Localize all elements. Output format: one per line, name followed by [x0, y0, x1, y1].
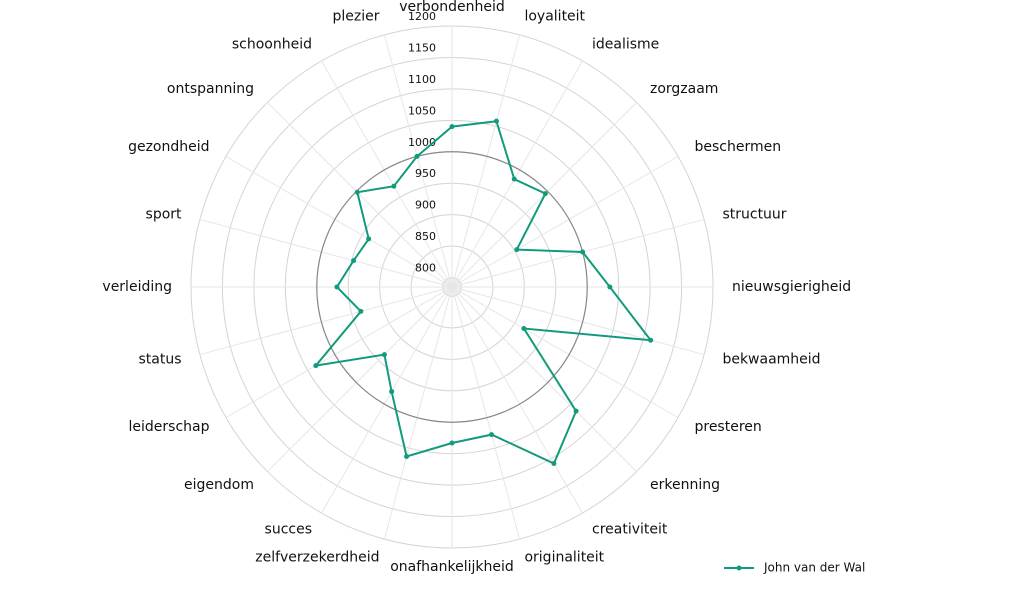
- spoke: [267, 102, 453, 288]
- spoke: [451, 60, 583, 288]
- category-label: originaliteit: [524, 549, 604, 565]
- spoke: [225, 286, 453, 418]
- legend-marker: [736, 565, 742, 571]
- point: [334, 284, 340, 290]
- series-line: [313, 120, 653, 465]
- category-label: onafhankelijkheid: [390, 559, 514, 575]
- legend-label: John van der Wal: [763, 561, 865, 575]
- point: [389, 389, 395, 395]
- r-tick-label: 900: [415, 199, 436, 212]
- spoke: [451, 286, 583, 514]
- category-label: gezondheid: [128, 139, 209, 155]
- category-label: structuur: [722, 207, 786, 223]
- spoke: [199, 218, 453, 288]
- category-label: zelfverzekerdheid: [255, 549, 379, 565]
- category-label: plezier: [333, 9, 380, 25]
- category-label: nieuwsgierigheid: [732, 279, 851, 295]
- spoke: [451, 286, 637, 472]
- spoke: [267, 286, 453, 472]
- category-label: bekwaamheid: [722, 351, 820, 367]
- category-label: status: [139, 351, 182, 367]
- point: [493, 118, 499, 124]
- point: [607, 284, 613, 290]
- spoke: [383, 286, 453, 540]
- category-label: zorgzaam: [650, 81, 718, 97]
- spoke: [451, 218, 705, 288]
- spoke: [451, 156, 679, 288]
- spoke: [451, 286, 521, 540]
- point: [521, 326, 527, 332]
- point: [391, 183, 397, 189]
- point: [542, 191, 548, 197]
- spoke: [451, 286, 705, 356]
- r-tick-label: 1150: [408, 41, 436, 54]
- category-label: ontspanning: [167, 81, 254, 97]
- point: [514, 247, 520, 253]
- r-tick-label: 1050: [408, 104, 436, 117]
- r-tick-label: 950: [415, 167, 436, 180]
- spoke: [321, 286, 453, 514]
- category-label: erkenning: [650, 477, 720, 493]
- spoke: [451, 34, 521, 288]
- category-label: schoonheid: [232, 37, 312, 53]
- point: [404, 453, 410, 459]
- r-tick-label: 1200: [408, 10, 436, 23]
- point: [313, 363, 319, 369]
- spoke: [225, 156, 453, 288]
- point: [381, 352, 387, 358]
- point: [489, 432, 495, 438]
- point: [551, 460, 557, 466]
- point: [573, 408, 579, 414]
- point: [366, 236, 372, 242]
- point: [449, 440, 455, 446]
- category-label: verbondenheid: [399, 0, 505, 15]
- category-label: verleiding: [102, 279, 172, 295]
- point: [358, 308, 364, 314]
- category-label: eigendom: [184, 477, 254, 493]
- r-tick-label: 1000: [408, 136, 436, 149]
- point: [354, 189, 360, 195]
- spoke: [451, 286, 679, 418]
- reference-circle: [316, 151, 588, 423]
- spoke: [321, 60, 453, 288]
- point: [414, 153, 420, 159]
- category-label: succes: [265, 521, 312, 537]
- r-tick-label: 1100: [408, 73, 436, 86]
- r-tick-label: 800: [415, 262, 436, 275]
- spoke: [383, 34, 453, 288]
- category-label: beschermen: [694, 139, 781, 155]
- point: [449, 124, 455, 130]
- category-label: sport: [146, 207, 183, 223]
- r-tick-label: 850: [415, 230, 436, 243]
- category-label: loyaliteit: [524, 9, 585, 25]
- point: [580, 249, 586, 255]
- point: [351, 258, 357, 264]
- category-label: creativiteit: [592, 521, 668, 537]
- spoke: [199, 286, 453, 356]
- category-label: leiderschap: [129, 419, 210, 435]
- category-label: idealisme: [592, 37, 659, 53]
- point: [648, 337, 654, 343]
- category-label: presteren: [694, 419, 761, 435]
- point: [511, 176, 517, 182]
